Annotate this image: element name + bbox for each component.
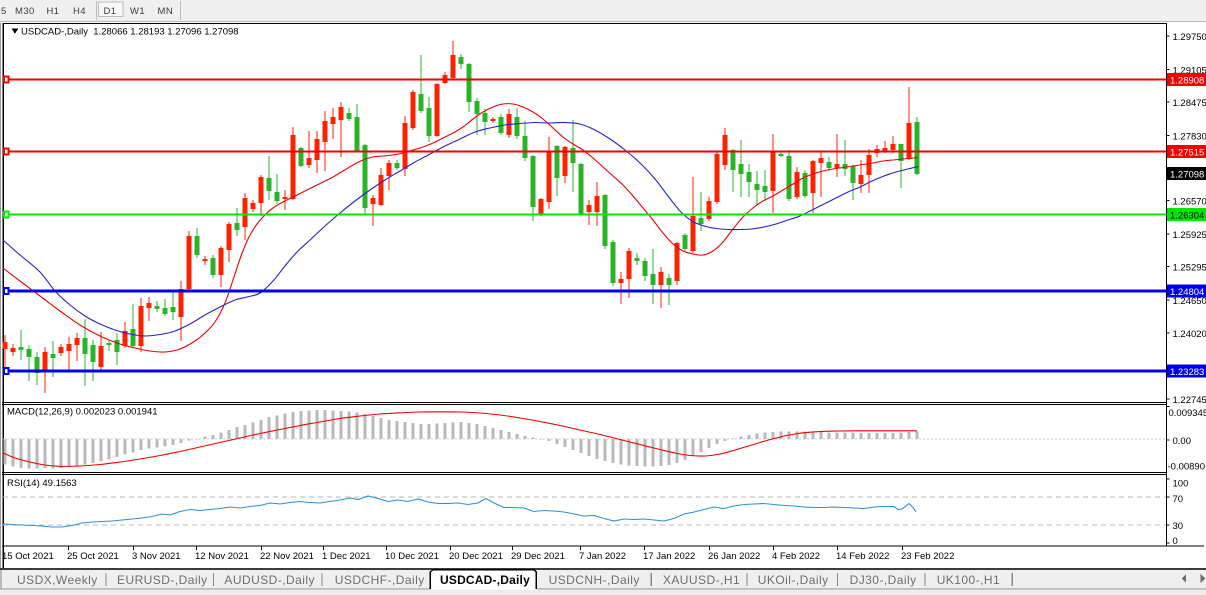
svg-text:W1: W1 <box>130 6 145 17</box>
svg-text:1.27830: 1.27830 <box>1173 131 1206 142</box>
svg-text:0.009345: 0.009345 <box>1169 408 1206 419</box>
svg-text:1.24650: 1.24650 <box>1173 296 1206 307</box>
svg-text:H4: H4 <box>73 6 86 17</box>
svg-text:1.28908: 1.28908 <box>1170 76 1204 87</box>
svg-text:15 Oct 2021: 15 Oct 2021 <box>2 551 54 562</box>
svg-text:H1: H1 <box>47 6 60 17</box>
svg-text:USDCHF-,Daily: USDCHF-,Daily <box>335 573 425 587</box>
svg-text:1.22745: 1.22745 <box>1173 395 1206 406</box>
svg-text:RSI(14) 49.1563: RSI(14) 49.1563 <box>7 478 77 489</box>
svg-text:EURUSD-,Daily: EURUSD-,Daily <box>117 573 208 587</box>
svg-text:7 Jan 2022: 7 Jan 2022 <box>579 551 626 562</box>
svg-text:100: 100 <box>1173 478 1189 489</box>
svg-text:1.29750: 1.29750 <box>1173 32 1206 43</box>
svg-text:1.28475: 1.28475 <box>1173 98 1206 109</box>
svg-text:MN: MN <box>158 6 174 17</box>
svg-text:10 Dec 2021: 10 Dec 2021 <box>385 551 439 562</box>
svg-text:USDX,Weekly: USDX,Weekly <box>17 573 98 587</box>
svg-text:1.25295: 1.25295 <box>1173 263 1206 274</box>
svg-text:3 Nov 2021: 3 Nov 2021 <box>132 551 181 562</box>
svg-text:70: 70 <box>1173 494 1184 505</box>
svg-text:1.26570: 1.26570 <box>1173 197 1206 208</box>
svg-text:-0.00890: -0.00890 <box>1168 462 1206 473</box>
svg-text:20 Dec 2021: 20 Dec 2021 <box>449 551 503 562</box>
svg-text:5: 5 <box>1 6 7 17</box>
svg-text:USDCNH-,Daily: USDCNH-,Daily <box>549 573 640 587</box>
svg-text:1.24804: 1.24804 <box>1170 287 1204 298</box>
svg-text:0: 0 <box>1173 536 1178 547</box>
svg-text:USDCAD-,Daily 1.28066 1.28193: USDCAD-,Daily 1.28066 1.28193 1.27096 1.… <box>21 27 239 38</box>
svg-text:30: 30 <box>1173 521 1184 532</box>
svg-text:XAUUSD-,H1: XAUUSD-,H1 <box>663 573 740 587</box>
svg-text:UKOil-,Daily: UKOil-,Daily <box>758 573 829 587</box>
svg-text:17 Jan 2022: 17 Jan 2022 <box>643 551 695 562</box>
svg-text:UK100-,H1: UK100-,H1 <box>937 573 1000 587</box>
svg-text:0.00: 0.00 <box>1173 436 1192 447</box>
svg-text:22 Nov 2021: 22 Nov 2021 <box>260 551 314 562</box>
svg-text:23 Feb 2022: 23 Feb 2022 <box>901 551 954 562</box>
svg-text:25 Oct 2021: 25 Oct 2021 <box>67 551 119 562</box>
svg-text:14 Feb 2022: 14 Feb 2022 <box>836 551 889 562</box>
svg-text:12 Nov 2021: 12 Nov 2021 <box>195 551 249 562</box>
svg-text:M30: M30 <box>15 6 35 17</box>
svg-text:USDCAD-,Daily: USDCAD-,Daily <box>440 573 530 587</box>
svg-text:1.24020: 1.24020 <box>1173 329 1206 340</box>
svg-text:D1: D1 <box>104 6 117 17</box>
svg-text:4 Feb 2022: 4 Feb 2022 <box>772 551 820 562</box>
svg-text:29 Dec 2021: 29 Dec 2021 <box>511 551 565 562</box>
svg-text:MACD(12,26,9) 0.002023 0.00194: MACD(12,26,9) 0.002023 0.001941 <box>7 407 158 418</box>
svg-text:1.26304: 1.26304 <box>1170 211 1204 222</box>
svg-text:AUDUSD-,Daily: AUDUSD-,Daily <box>224 573 315 587</box>
svg-text:26 Jan 2022: 26 Jan 2022 <box>708 551 760 562</box>
svg-text:1.27098: 1.27098 <box>1170 169 1204 180</box>
svg-text:1.29105: 1.29105 <box>1173 65 1206 76</box>
svg-text:1.25925: 1.25925 <box>1173 230 1206 241</box>
svg-text:DJ30-,Daily: DJ30-,Daily <box>850 573 917 587</box>
svg-text:1.23283: 1.23283 <box>1170 367 1204 378</box>
svg-text:1 Dec 2021: 1 Dec 2021 <box>322 551 371 562</box>
svg-text:1.27515: 1.27515 <box>1170 148 1204 159</box>
